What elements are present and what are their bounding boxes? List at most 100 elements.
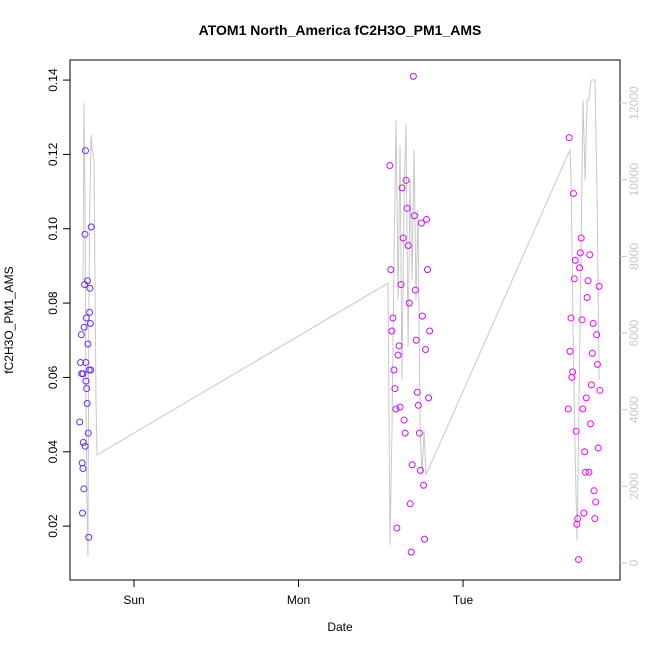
point xyxy=(403,204,411,212)
y2-tick-label: 4000 xyxy=(627,396,641,423)
point xyxy=(86,320,94,328)
point xyxy=(82,359,90,367)
point xyxy=(420,481,428,489)
x-tick-label: Mon xyxy=(287,593,310,607)
point xyxy=(587,420,595,428)
point xyxy=(576,264,584,272)
point xyxy=(571,256,579,264)
y-tick-label: 0.10 xyxy=(46,217,60,241)
point xyxy=(79,370,87,378)
point xyxy=(417,219,425,227)
point xyxy=(415,429,423,437)
point xyxy=(398,184,406,192)
point xyxy=(588,349,596,357)
point xyxy=(410,212,418,220)
point xyxy=(587,381,595,389)
point xyxy=(77,331,85,339)
point xyxy=(394,351,402,359)
point xyxy=(579,405,587,413)
point xyxy=(577,234,585,242)
plot-box xyxy=(69,59,621,581)
point xyxy=(86,308,94,316)
point xyxy=(570,275,578,283)
point xyxy=(78,459,86,467)
point xyxy=(592,498,600,506)
point xyxy=(80,323,88,331)
point xyxy=(581,448,589,456)
point xyxy=(575,556,583,564)
y2-tick-label: 0 xyxy=(627,559,641,566)
point xyxy=(79,438,87,446)
x-tick-label: Tue xyxy=(453,593,474,607)
point xyxy=(82,377,90,385)
point xyxy=(580,509,588,517)
point xyxy=(572,427,580,435)
point xyxy=(581,468,589,476)
point xyxy=(422,346,430,354)
point xyxy=(81,230,89,238)
point xyxy=(585,468,593,476)
point xyxy=(400,416,408,424)
point xyxy=(421,535,429,543)
y2-tick-label: 12000 xyxy=(627,86,641,120)
x-tick-label: Sun xyxy=(123,593,144,607)
point xyxy=(418,312,426,320)
point xyxy=(406,500,414,508)
point xyxy=(402,176,410,184)
point xyxy=(397,281,405,289)
point xyxy=(566,347,574,355)
point xyxy=(87,223,95,231)
point xyxy=(83,385,91,393)
point xyxy=(81,147,89,155)
point xyxy=(595,282,603,290)
point xyxy=(416,466,424,474)
point xyxy=(409,72,417,80)
point xyxy=(591,515,599,523)
point xyxy=(569,368,577,376)
point xyxy=(79,464,87,472)
point xyxy=(408,461,416,469)
point xyxy=(396,403,404,411)
x-axis-label: Date xyxy=(327,620,353,634)
point xyxy=(86,284,94,292)
point xyxy=(390,366,398,374)
y-tick-label: 0.14 xyxy=(46,68,60,92)
point xyxy=(567,314,575,322)
point xyxy=(76,418,84,426)
point xyxy=(87,366,95,374)
y2-tick-label: 2000 xyxy=(627,473,641,500)
point xyxy=(593,331,601,339)
point xyxy=(413,388,421,396)
point xyxy=(82,314,90,322)
point xyxy=(393,524,401,532)
point xyxy=(596,386,604,394)
point xyxy=(404,241,412,249)
point xyxy=(414,401,422,409)
point xyxy=(586,251,594,259)
point xyxy=(84,340,92,348)
y-axis-label: fC2H3O_PM1_AMS xyxy=(2,266,16,373)
point xyxy=(584,277,592,285)
point xyxy=(389,314,397,322)
point xyxy=(423,215,431,223)
point xyxy=(582,394,590,402)
y2-tick-label: 6000 xyxy=(627,319,641,346)
point xyxy=(426,327,434,335)
point xyxy=(79,509,87,517)
point xyxy=(583,294,591,302)
point xyxy=(83,277,91,285)
point xyxy=(578,316,586,324)
point xyxy=(412,336,420,344)
chart-title: ATOM1 North_America fC2H3O_PM1_AMS xyxy=(199,22,482,38)
point xyxy=(407,548,415,556)
y-tick-label: 0.02 xyxy=(46,514,60,538)
point xyxy=(589,320,597,328)
point xyxy=(569,189,577,197)
point xyxy=(388,327,396,335)
y2-tick-label: 10000 xyxy=(627,163,641,197)
point xyxy=(411,286,419,294)
point xyxy=(391,385,399,393)
point xyxy=(85,533,93,541)
y-tick-label: 0.12 xyxy=(46,142,60,166)
y-tick-label: 0.04 xyxy=(46,440,60,464)
